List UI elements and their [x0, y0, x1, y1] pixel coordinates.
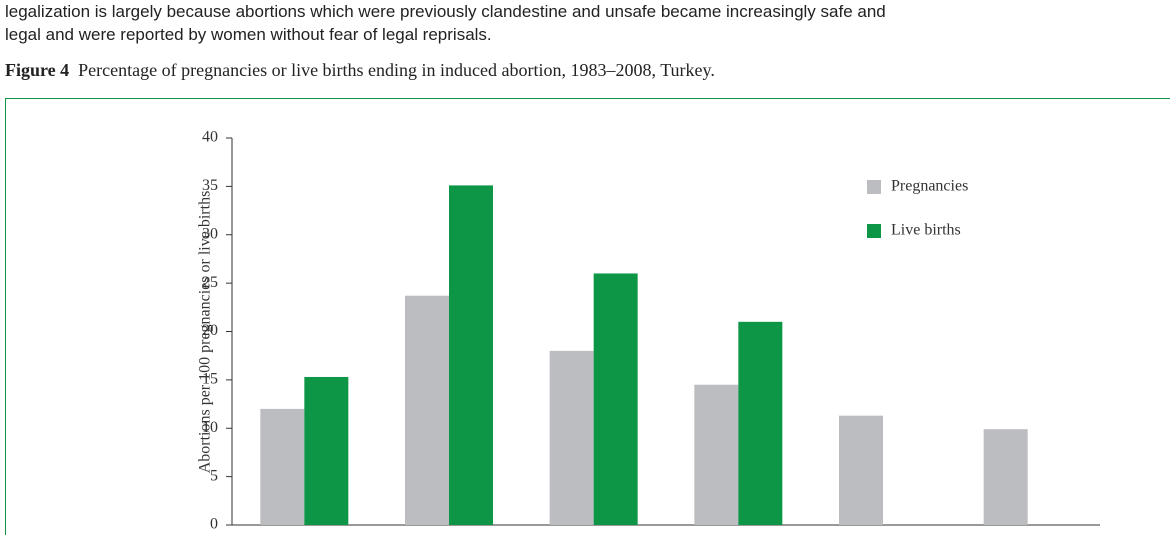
bar: [839, 415, 883, 525]
legend-label: Pregnancies: [891, 178, 968, 195]
y-tick-label: 40: [202, 129, 218, 146]
paragraph-line: legalization is largely because abortion…: [5, 2, 886, 21]
y-tick-label: 25: [202, 274, 218, 291]
legend-swatch: [867, 180, 881, 194]
y-tick-label: 35: [202, 177, 218, 194]
bar: [983, 429, 1028, 525]
figure-frame: [5, 98, 1170, 535]
bar: [549, 350, 594, 525]
figure-label: Figure 4: [5, 60, 70, 80]
y-axis-label: Abortions per 100 pregnancies or live bi…: [197, 191, 214, 474]
bar: [405, 295, 449, 525]
legend-swatch: [867, 224, 881, 238]
bar: [304, 376, 349, 525]
y-tick-label: 15: [202, 371, 218, 388]
bar: [694, 384, 739, 525]
y-tick-label: 0: [210, 516, 218, 533]
y-tick-label: 20: [202, 322, 218, 339]
bar: [593, 273, 638, 525]
bar: [260, 408, 305, 525]
legend-label: Live births: [891, 222, 961, 239]
paragraph-line: legal and were reported by women without…: [5, 25, 492, 44]
y-tick-label: 10: [202, 419, 218, 436]
figure-caption: Figure 4 Percentage of pregnancies or li…: [5, 60, 715, 81]
bar: [449, 185, 493, 525]
caption-text: Percentage of pregnancies or live births…: [78, 60, 715, 80]
y-tick-label: 30: [202, 225, 218, 242]
y-tick-label: 5: [210, 467, 218, 484]
bar: [738, 321, 783, 525]
